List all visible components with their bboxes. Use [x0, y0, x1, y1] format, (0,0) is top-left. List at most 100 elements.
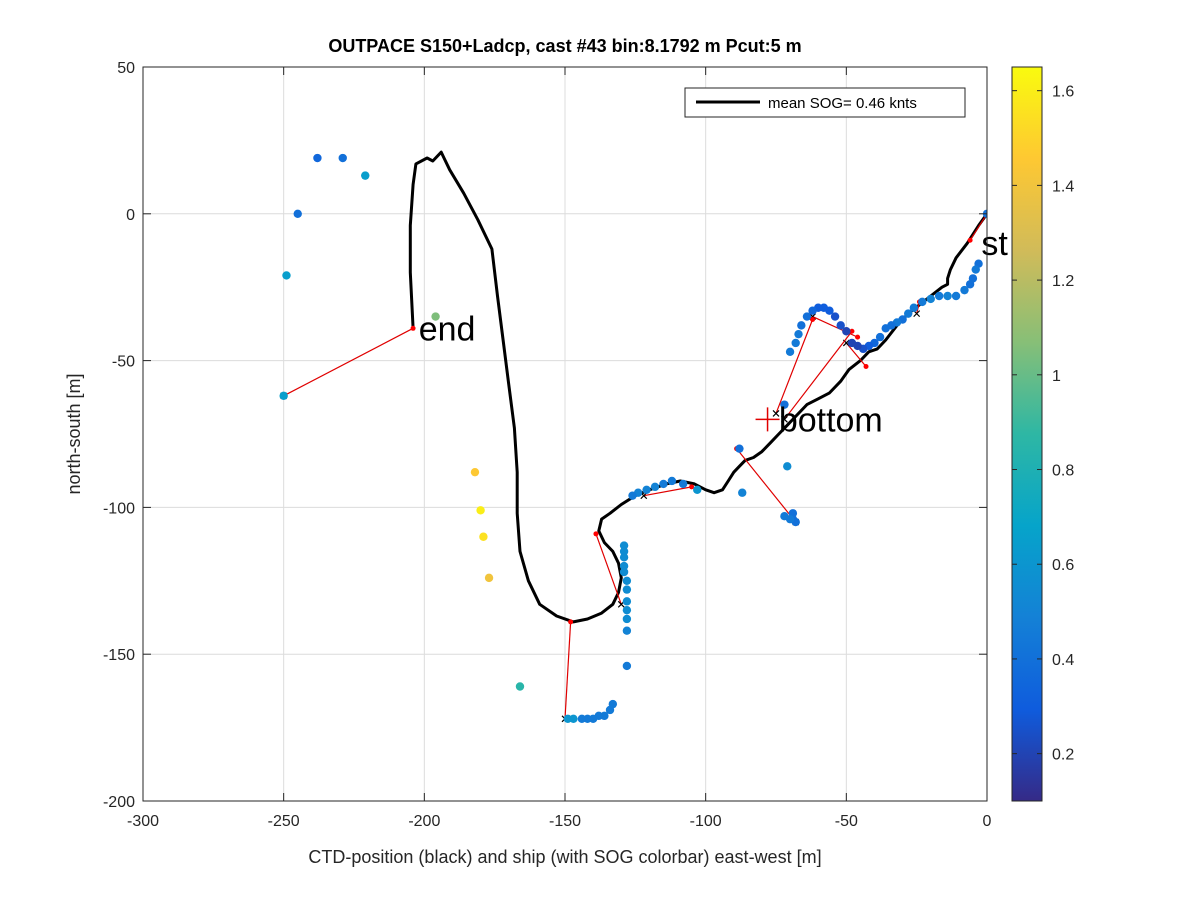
ship-sog-point	[738, 488, 747, 497]
y-tick-label: -50	[112, 354, 135, 371]
x-tick-label: -50	[835, 813, 858, 830]
grid-lines	[143, 67, 987, 801]
link-endpoint-ctd	[863, 363, 869, 369]
colorbar-tick-label: 1.6	[1052, 84, 1074, 101]
x-tick-label: -200	[408, 813, 440, 830]
colorbar-tick-label: 0.8	[1052, 463, 1074, 480]
ship-sog-point	[808, 306, 817, 315]
ship-sog-point	[926, 294, 935, 304]
chart-title: OUTPACE S150+Ladcp, cast #43 bin:8.1792 …	[328, 36, 801, 56]
x-tick-label: -150	[549, 813, 581, 830]
ship-sog-point	[971, 265, 980, 274]
colorbar-tick-label: 1	[1052, 368, 1061, 385]
colorbar: 0.2 0.4 0.6 0.8 1 1.2 1.4 1.6	[1011, 66, 1074, 802]
ship-sog-point	[476, 506, 485, 515]
link-endpoint-ship	[772, 410, 780, 417]
ctd-ship-link	[783, 330, 853, 420]
colorbar-tick-label: 1.4	[1052, 178, 1074, 195]
ship-sog-point	[563, 714, 573, 723]
y-tick-label: 0	[126, 207, 135, 224]
ship-sog-point	[830, 312, 840, 321]
ship-sog-point	[622, 626, 632, 635]
ship-sog-point	[842, 327, 851, 336]
ship-sog-point	[431, 312, 440, 321]
ship-sog-point	[470, 467, 480, 477]
ship-sog-point	[642, 485, 651, 494]
y-tick-label: -200	[103, 794, 135, 811]
colorbar-tick-label: 0.4	[1052, 652, 1074, 669]
ship-sog-point	[619, 567, 629, 577]
ship-sog-point	[918, 297, 927, 307]
ship-sog-point	[313, 153, 322, 163]
ship-sog-point	[780, 400, 789, 409]
ship-sog-point	[361, 171, 370, 180]
ship-sog-point	[622, 585, 632, 594]
ship-sog-point	[279, 391, 288, 401]
ship-sog-point	[735, 444, 744, 453]
ship-sog-point	[951, 291, 961, 301]
x-tick-label: -100	[690, 813, 722, 830]
ship-sog-point	[794, 329, 803, 339]
ship-sog-point	[622, 605, 632, 615]
ship-sog-point	[622, 614, 632, 624]
ctd-ship-link	[736, 448, 797, 523]
link-endpoint-ship	[781, 415, 788, 423]
ship-sog-point	[791, 338, 800, 348]
ship-sog-point	[836, 321, 845, 330]
link-endpoint-ctd	[855, 334, 861, 340]
annotation-end: end	[419, 310, 476, 348]
ctd-ship-link	[845, 342, 867, 367]
ship-sog-point	[619, 561, 629, 571]
link-endpoint-ctd	[810, 316, 816, 322]
ship-sog-point	[667, 476, 677, 486]
link-endpoint-ctd	[568, 619, 574, 625]
ship-sog-point	[619, 541, 629, 550]
ship-sog-point	[605, 705, 615, 715]
x-axis-label: CTD-position (black) and ship (with SOG …	[308, 847, 821, 867]
ship-sog-point	[338, 153, 347, 163]
legend-label: mean SOG= 0.46 knts	[768, 95, 917, 112]
ship-sog-point	[909, 303, 919, 312]
ship-sog-point	[622, 576, 632, 585]
ship-sog-point	[783, 462, 792, 471]
colorbar-tick-label: 0.2	[1052, 747, 1074, 764]
y-tick-label: -100	[103, 500, 135, 517]
ship-sog-point	[293, 209, 302, 218]
ship-sog-point	[622, 597, 632, 606]
ship-sog-point	[693, 485, 702, 494]
ship-sog-point	[659, 479, 668, 489]
x-tick-label: -300	[127, 813, 159, 830]
colorbar-gradient	[1011, 66, 1043, 802]
link-endpoint-ctd	[689, 484, 695, 490]
ship-sog-point	[847, 338, 857, 348]
ship-sog-point	[943, 291, 952, 301]
colorbar-ticks: 0.2 0.4 0.6 0.8 1 1.2 1.4 1.6	[1012, 84, 1074, 764]
annotation-layer: st end bottom	[419, 225, 1009, 439]
legend: mean SOG= 0.46 knts	[684, 87, 966, 118]
ship-sog-point	[622, 661, 632, 671]
ship-sog-point	[965, 280, 975, 289]
link-endpoint-ctd	[593, 531, 599, 537]
ctd-ship-link	[643, 486, 692, 497]
ctd-ship-link	[775, 319, 814, 414]
ship-sog-point	[780, 512, 789, 521]
link-endpoint-ctd	[849, 328, 855, 334]
y-axis-label: north-south [m]	[64, 373, 84, 494]
ship-sog-point	[678, 479, 688, 489]
x-tick-label: -250	[268, 813, 300, 830]
ship-sog-point	[960, 285, 969, 295]
ctd-ship-link	[969, 213, 987, 241]
ship-sog-point	[785, 347, 795, 356]
x-tick-label: 0	[983, 813, 992, 830]
ship-sog-point	[479, 532, 488, 541]
y-tick-label: 50	[117, 60, 135, 77]
ship-sog-point	[484, 573, 494, 583]
link-endpoint-ctd	[967, 237, 973, 243]
ship-sog-point	[619, 553, 629, 562]
y-tick-label: -150	[103, 647, 135, 664]
ship-sog-point	[282, 271, 291, 280]
ship-sog-point	[650, 482, 660, 492]
ship-sog-point	[619, 547, 629, 556]
link-endpoint-ctd	[410, 325, 416, 331]
